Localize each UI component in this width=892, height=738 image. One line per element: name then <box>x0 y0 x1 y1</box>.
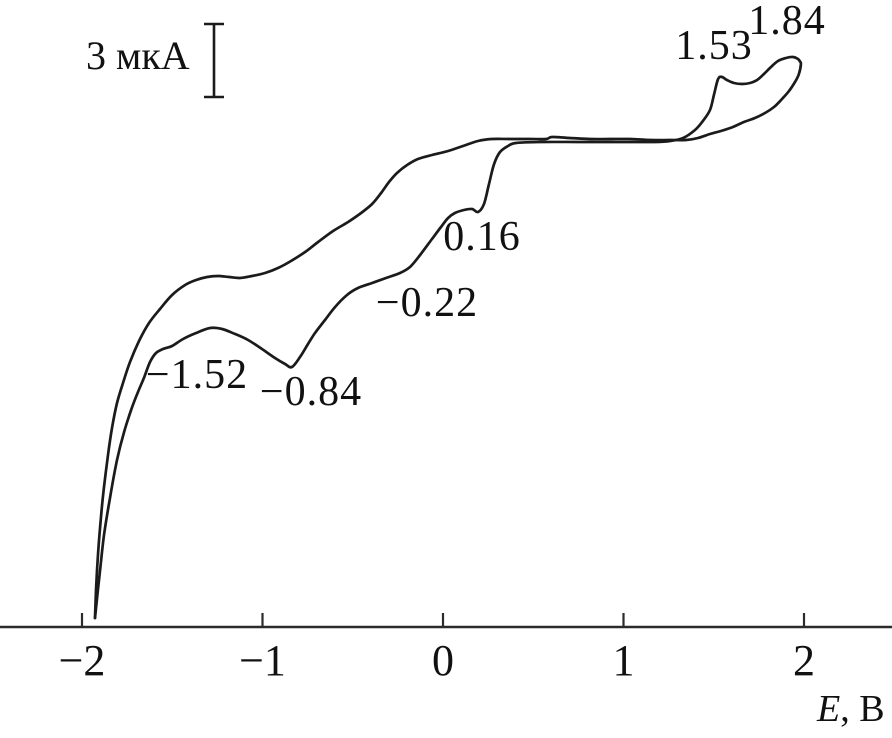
x-axis-title-symbol: E <box>817 688 841 730</box>
x-axis-title: E, В <box>817 690 885 728</box>
cv-forward-path <box>93 55 802 620</box>
cv-reverse-path <box>93 60 803 620</box>
peak-annotation: −0.84 <box>259 369 363 415</box>
x-axis-title-unit: , В <box>840 688 885 730</box>
peak-annotation: 0.16 <box>443 214 521 260</box>
x-tick-label: −2 <box>58 636 106 685</box>
scale-bar <box>204 22 224 99</box>
x-tick-label: 1 <box>612 636 635 685</box>
peak-annotation: −1.52 <box>145 352 249 398</box>
x-axis-ticks <box>80 613 806 627</box>
scale-bar-label: 3 мкА <box>86 33 190 78</box>
x-tick-label: 0 <box>432 636 454 685</box>
peak-annotation: −0.22 <box>375 280 479 326</box>
x-tick-label: −1 <box>239 636 286 685</box>
peak-annotation: 1.84 <box>748 0 826 44</box>
x-tick-label: 2 <box>793 636 815 685</box>
peak-annotation: 1.53 <box>675 23 753 69</box>
